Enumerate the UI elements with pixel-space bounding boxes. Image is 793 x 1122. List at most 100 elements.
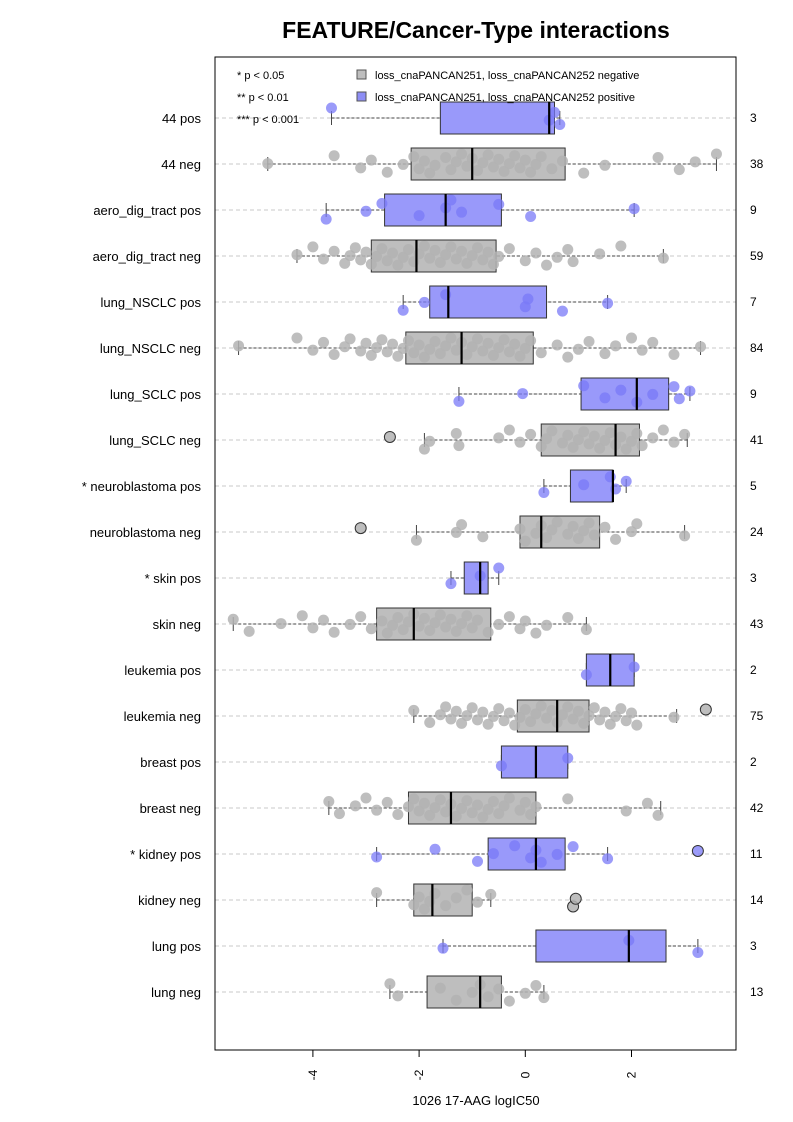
data-point [456,717,468,729]
row-count: 38 [750,157,764,171]
data-point [445,613,457,625]
data-point [371,342,383,354]
data-point [355,611,367,623]
data-point [339,341,351,353]
data-point [514,623,526,635]
data-point [535,347,547,359]
data-point [572,343,584,355]
data-point [546,163,558,175]
row-count: 9 [750,387,757,401]
data-point [652,809,664,821]
data-point [487,795,499,807]
data-point [519,703,531,715]
data-point [456,802,468,814]
row-label: skin neg [153,617,201,632]
data-point [628,661,640,673]
data-point [541,532,553,544]
data-point [424,625,436,637]
data-point [578,380,590,392]
data-point [626,526,637,538]
data-point [360,205,372,217]
data-point [626,435,637,447]
data-point [620,443,632,455]
data-point [567,841,579,853]
row-count: 3 [750,111,757,125]
data-point [503,424,515,436]
row-label: * neuroblastoma pos [82,479,202,494]
data-point [599,159,611,171]
data-point [429,887,441,899]
data-point [354,522,367,535]
data-point [631,518,643,530]
row-label: 44 neg [161,157,201,172]
data-point [604,718,616,730]
x-tick-label: 2 [625,1071,639,1078]
data-point [413,210,425,222]
row-label: * skin pos [145,571,202,586]
data-point [344,618,356,630]
data-point [408,151,420,163]
data-point [418,797,430,809]
data-point [583,517,595,529]
row-label: breast pos [140,755,201,770]
data-point [657,252,669,264]
data-point [626,707,637,719]
box-row: lung_SCLC pos 9 [110,377,757,411]
data-point [418,296,430,308]
data-point [418,240,430,252]
data-point [392,809,404,821]
data-point [631,427,643,439]
data-point [679,428,691,440]
data-point [424,252,436,264]
data-point [519,987,531,999]
data-point [477,531,489,543]
data-point [535,856,547,868]
data-point [673,393,685,405]
data-point [408,793,420,805]
data-point [227,613,239,625]
row-count: 5 [750,479,757,493]
data-point [673,164,685,176]
data-point [657,424,669,436]
data-point [482,337,494,349]
data-point [551,251,563,263]
data-point [429,802,441,814]
row-label: * kidney pos [130,847,201,862]
box-row: breast neg 42 [140,791,764,825]
data-point [562,701,574,713]
chart-title: FEATURE/Cancer-Type interactions [282,17,670,43]
data-point [450,526,462,538]
data-point [487,349,499,361]
data-point [710,148,722,160]
data-point [402,801,414,813]
legend-sig-2: ** p < 0.01 [237,92,289,104]
data-point [450,994,462,1006]
data-point [525,428,537,440]
data-point [466,341,478,353]
data-point [514,523,526,535]
data-point [424,809,436,821]
data-point [628,203,640,215]
data-point [509,338,521,350]
data-point [610,710,622,722]
data-point [307,241,319,253]
data-point [514,350,526,362]
data-point [684,385,696,397]
data-point [562,793,574,805]
data-point [551,848,563,860]
row-label: lung pos [152,939,202,954]
data-point [572,705,584,717]
data-point [477,706,489,718]
data-point [333,808,345,820]
data-point [546,524,558,536]
data-point [440,289,452,301]
data-point [450,892,462,904]
box-row: leukemia neg 75 [124,699,764,733]
data-point [440,900,452,912]
data-point [365,623,377,635]
data-point [466,622,478,634]
data-point [450,705,462,717]
box [500,745,569,779]
data-point [610,483,622,495]
data-point [535,700,547,712]
